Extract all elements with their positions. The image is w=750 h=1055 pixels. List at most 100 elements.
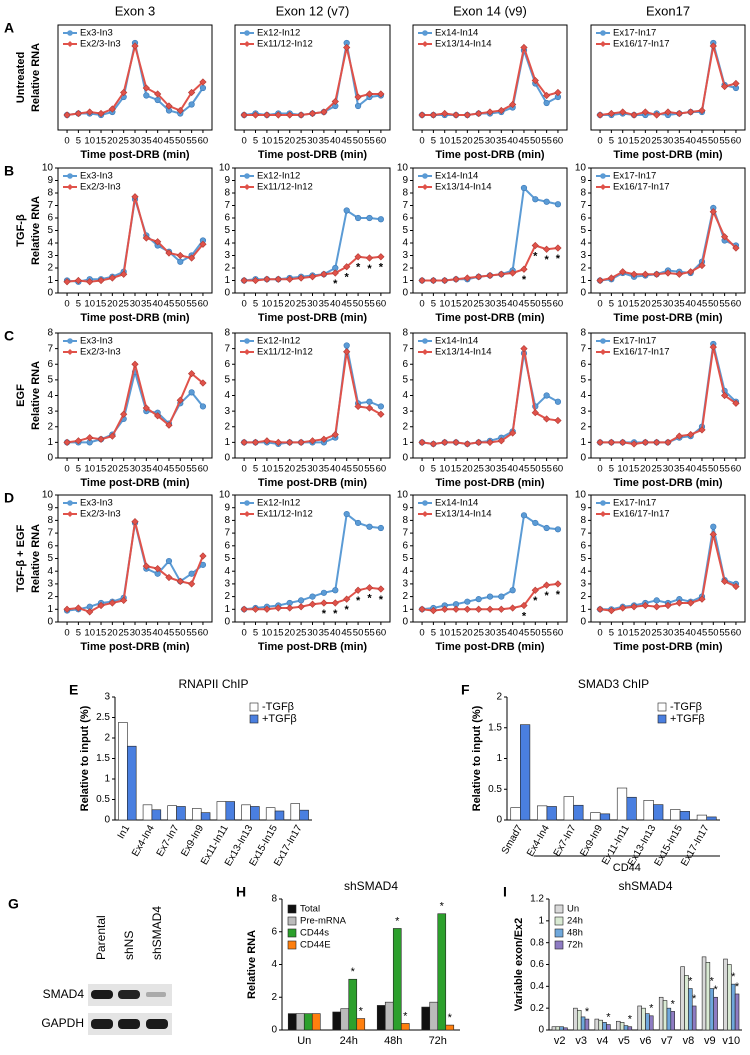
legend-label: 24h: [567, 916, 583, 927]
marker: [377, 90, 385, 98]
x-tick-label: 55: [186, 464, 197, 475]
legend-marker: [600, 184, 606, 190]
x-tick-label: 0: [419, 628, 424, 639]
marker: [497, 106, 505, 115]
x-tick-label: Un: [297, 1035, 311, 1047]
series-line: [67, 368, 204, 444]
x-tick-label: 30: [130, 299, 141, 310]
x-tick-label: 50: [175, 464, 186, 475]
y-tick-label: 9: [224, 502, 230, 513]
marker: [377, 216, 384, 223]
bar: [599, 813, 611, 821]
row-label: Untreated: [15, 52, 27, 103]
legend-marker: [600, 511, 606, 517]
panel-letter: I: [503, 884, 507, 900]
x-tick-label: 30: [307, 628, 318, 639]
marker: [464, 598, 471, 605]
marker: [354, 586, 362, 594]
y-tick-label: 3: [104, 692, 110, 703]
bar: [225, 801, 235, 821]
marker: [251, 111, 260, 119]
legend-label: Ex2/3-In3: [80, 347, 121, 358]
marker: [365, 254, 374, 262]
bar: [421, 1006, 431, 1031]
x-tick-label: 60: [376, 464, 387, 475]
x-axis-label: Time post-DRB (min): [80, 312, 190, 324]
y-tick-label: 10: [42, 163, 54, 174]
x-tick-label: 10: [84, 464, 95, 475]
bar: [437, 913, 447, 1031]
marker: [429, 111, 438, 119]
x-tick-label: 25: [473, 628, 484, 639]
bar: [559, 1026, 564, 1031]
x-tick-label: Ex7-In7: [155, 823, 182, 859]
panel-letter: C: [4, 328, 14, 344]
y-tick-label: 5: [402, 375, 408, 386]
marker: [531, 241, 539, 250]
marker: [475, 438, 483, 446]
x-tick-label: 35: [141, 136, 152, 147]
x-tick-label: 20: [107, 299, 118, 310]
y-tick-label: 1: [580, 275, 586, 286]
y-tick-label: 10: [219, 163, 231, 174]
bar: [537, 805, 548, 821]
significance-star: *: [533, 250, 538, 262]
x-axis-label: Time post-DRB (min): [258, 477, 368, 489]
y-tick-label: 10: [575, 490, 587, 501]
bar: [287, 1013, 297, 1031]
y-tick-label: 10: [397, 163, 409, 174]
marker: [619, 438, 627, 446]
y-tick-label: 4: [580, 566, 586, 577]
marker: [418, 276, 426, 285]
x-tick-label: 10: [617, 136, 628, 147]
series-line: [421, 353, 559, 445]
bar: [274, 810, 285, 821]
x-tick-label: 15: [451, 628, 462, 639]
legend-label: Ex14-In14: [435, 336, 478, 347]
x-tick-label: 40: [330, 136, 341, 147]
panel-letter: E: [69, 682, 78, 698]
x-tick-label: 60: [731, 628, 742, 639]
bar: [670, 809, 681, 821]
marker: [120, 410, 128, 418]
panel-letter: D: [4, 490, 14, 506]
marker: [143, 92, 150, 99]
legend-label: Ex13/14-In14: [435, 347, 492, 358]
x-tick-label: v2: [554, 1035, 566, 1047]
western-blot: G Parental shNS shSMAD4 SMAD4 GAPDH: [8, 896, 172, 1035]
y-tick-label: 1: [580, 604, 586, 615]
y-tick-label: 7: [580, 528, 586, 539]
marker: [543, 392, 550, 399]
legend-label: Ex17-In17: [613, 336, 656, 347]
marker: [131, 518, 139, 526]
marker: [531, 409, 539, 417]
x-tick-label: 45: [519, 136, 530, 147]
marker: [732, 582, 740, 591]
marker: [74, 276, 83, 285]
marker: [154, 238, 162, 246]
legend-swatch: [287, 916, 297, 926]
band: [118, 990, 140, 999]
x-axis-label: Time post-DRB (min): [258, 641, 368, 653]
x-tick-label: v5: [618, 1035, 630, 1047]
legend-swatch: [287, 940, 297, 950]
x-tick-label: 40: [507, 299, 518, 310]
x-tick-label: Ex9-In9: [179, 823, 206, 859]
marker: [251, 605, 260, 613]
bar: [265, 807, 276, 821]
y-tick-label: 5: [47, 375, 53, 386]
bar: [584, 1018, 590, 1031]
x-tick-label: 40: [507, 464, 518, 475]
legend-label: +TGFβ: [262, 713, 297, 725]
y-tick-label: 8: [224, 328, 230, 339]
legend-marker: [244, 184, 250, 190]
y-tick-label: 6: [402, 213, 408, 224]
y-tick-label: 5: [402, 553, 408, 564]
marker: [331, 599, 339, 607]
marker: [542, 415, 551, 423]
x-tick-label: 35: [674, 628, 685, 639]
x-tick-label: 25: [473, 136, 484, 147]
y-axis-label: Relative to input (%): [471, 705, 483, 811]
x-tick-label: 35: [319, 628, 330, 639]
